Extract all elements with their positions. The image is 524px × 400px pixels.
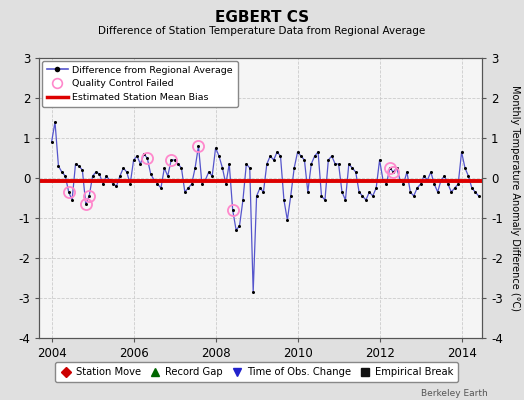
Text: Berkeley Earth: Berkeley Earth bbox=[421, 389, 487, 398]
Text: Difference of Station Temperature Data from Regional Average: Difference of Station Temperature Data f… bbox=[99, 26, 425, 36]
Legend: Difference from Regional Average, Quality Control Failed, Estimated Station Mean: Difference from Regional Average, Qualit… bbox=[42, 61, 238, 107]
Text: EGBERT CS: EGBERT CS bbox=[215, 10, 309, 25]
Legend: Station Move, Record Gap, Time of Obs. Change, Empirical Break: Station Move, Record Gap, Time of Obs. C… bbox=[55, 362, 458, 382]
Y-axis label: Monthly Temperature Anomaly Difference (°C): Monthly Temperature Anomaly Difference (… bbox=[510, 85, 520, 311]
